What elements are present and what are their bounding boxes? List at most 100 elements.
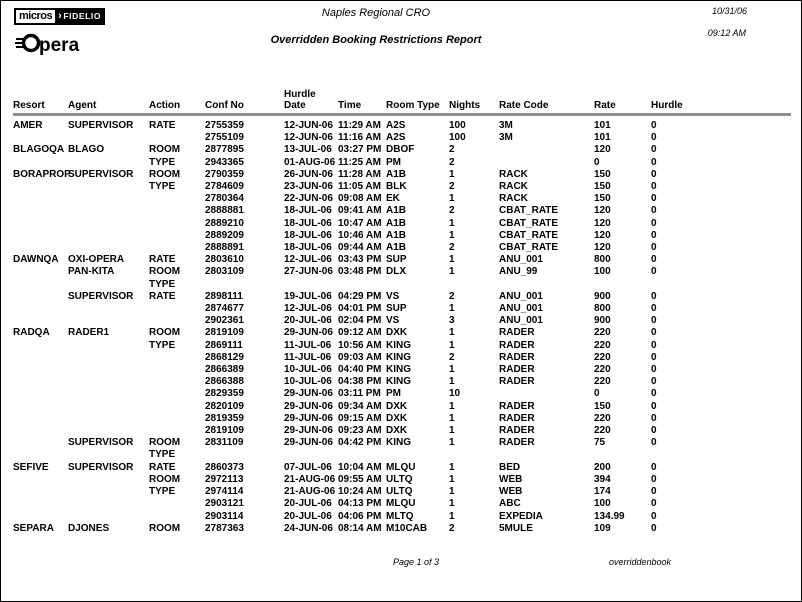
cell-rate-code: RADER bbox=[499, 327, 535, 339]
cell-rate: 0 bbox=[594, 388, 600, 400]
cell-agent bbox=[68, 425, 149, 437]
cell-resort bbox=[13, 340, 68, 352]
cell-time: 09:41 AM bbox=[338, 205, 382, 217]
cell-time: 04:38 PM bbox=[338, 376, 382, 388]
cell-action bbox=[149, 376, 205, 388]
cell-rate-code: RADER bbox=[499, 412, 535, 424]
cell-room-type: VS bbox=[386, 315, 400, 327]
cell-rate-code: RACK bbox=[499, 181, 528, 193]
table-row: SEFIVE SUPERVISOR RATE 2860373 07-JUL-06 10:0… bbox=[13, 462, 791, 474]
cell-rate: 174 bbox=[594, 486, 611, 498]
cell-action: TYPE bbox=[149, 449, 176, 461]
cell-room-type: A1B bbox=[386, 229, 407, 241]
cell-nights: 2 bbox=[449, 351, 455, 363]
cell-hurdle: 0 bbox=[651, 266, 657, 278]
cell-date: 24-JUN-06 bbox=[284, 522, 333, 534]
table-header-row: Resort Agent Action Conf No Hurdle Date T… bbox=[13, 89, 791, 116]
cell-resort bbox=[13, 498, 68, 510]
cell-resort: BORAPROP bbox=[13, 168, 71, 180]
cell-room-type bbox=[386, 279, 449, 291]
cell-nights bbox=[449, 279, 499, 291]
cell-time: 11:29 AM bbox=[338, 120, 381, 131]
cell-nights: 1 bbox=[449, 400, 455, 412]
cell-resort bbox=[13, 474, 68, 486]
cell-conf-no: 2755359 bbox=[205, 120, 244, 131]
cell-rate-code: BED bbox=[499, 461, 521, 473]
cell-rate-code: CBAT_RATE bbox=[499, 242, 559, 254]
cell-nights: 1 bbox=[449, 461, 455, 473]
cell-action bbox=[149, 315, 205, 327]
cell-time: 11:28 AM bbox=[338, 168, 381, 180]
cell-resort bbox=[13, 266, 68, 278]
cell-rate-code: 3M bbox=[499, 120, 513, 131]
table-row: TYPE 2869111 11-JUL-06 10:56 AM KING 1 RADER 22… bbox=[13, 340, 791, 352]
cell-room-type: A1B bbox=[386, 242, 407, 254]
cell-action bbox=[149, 230, 205, 242]
cell-date: 07-JUL-06 bbox=[284, 461, 332, 473]
cell-action: RATE bbox=[149, 290, 176, 302]
cell-room-type: PM bbox=[386, 388, 401, 400]
cell-rate bbox=[594, 279, 651, 291]
cell-time: 09:34 AM bbox=[338, 400, 382, 412]
cell-nights: 1 bbox=[449, 327, 455, 339]
cell-action bbox=[149, 413, 205, 425]
cell-hurdle: 0 bbox=[651, 132, 657, 144]
cell-action bbox=[149, 498, 205, 510]
cell-resort bbox=[13, 401, 68, 413]
cell-agent bbox=[68, 315, 149, 327]
cell-rate-code: EXPEDIA bbox=[499, 510, 543, 522]
cell-rate: 800 bbox=[594, 254, 611, 266]
cell-time: 03:11 PM bbox=[338, 388, 381, 400]
cell-rate-code: RADER bbox=[499, 400, 535, 412]
cell-action: ROOM bbox=[149, 266, 181, 278]
cell-conf-no: 2787363 bbox=[205, 522, 244, 534]
cell-room-type: PM bbox=[386, 156, 401, 168]
cell-date: 12-JUN-06 bbox=[284, 120, 333, 131]
cell-rate: 150 bbox=[594, 181, 611, 193]
cell-time: 09:03 AM bbox=[338, 351, 382, 363]
cell-conf-no: 2831109 bbox=[205, 437, 244, 449]
cell-resort bbox=[13, 279, 68, 291]
cell-date: 20-JUL-06 bbox=[284, 498, 332, 510]
cell-agent bbox=[68, 193, 149, 205]
cell-date: 18-JUL-06 bbox=[284, 217, 332, 229]
cell-time: 10:04 AM bbox=[338, 461, 382, 473]
cell-hurdle: 0 bbox=[651, 522, 657, 534]
cell-nights: 100 bbox=[449, 120, 466, 131]
table-row: SUPERVISOR RATE 2898111 19-JUL-06 04:29 PM VS… bbox=[13, 291, 791, 303]
cell-resort bbox=[13, 132, 68, 144]
opera-logo-text: pera bbox=[39, 34, 80, 56]
cell-nights: 2 bbox=[449, 205, 455, 217]
table-row: 2866389 10-JUL-06 04:40 PM KING 1 RADER 220 0 bbox=[13, 364, 791, 376]
micros-fidelio-arrow-icon: › bbox=[58, 10, 63, 22]
cell-conf-no: 2889210 bbox=[205, 217, 244, 229]
opera-o-icon bbox=[15, 30, 41, 61]
cell-rate: 150 bbox=[594, 168, 611, 180]
cell-agent: OXI-OPERA bbox=[68, 254, 125, 266]
cell-rate: 100 bbox=[594, 266, 611, 278]
cell-resort: BLAGOQA bbox=[13, 144, 65, 156]
cell-nights: 2 bbox=[449, 522, 455, 534]
cell-agent bbox=[68, 401, 149, 413]
cell-nights: 1 bbox=[449, 193, 455, 205]
cell-room-type bbox=[386, 449, 449, 461]
cell-action bbox=[149, 425, 205, 437]
cell-agent bbox=[68, 181, 149, 193]
col-header-conf-no: Conf No bbox=[205, 89, 284, 116]
cell-date: 18-JUL-06 bbox=[284, 229, 332, 241]
cell-rate: 75 bbox=[594, 437, 606, 449]
opera-logo: pera bbox=[15, 30, 79, 61]
cell-rate-code: RACK bbox=[499, 168, 528, 180]
cell-conf-no: 2972113 bbox=[205, 473, 244, 485]
cell-hurdle: 0 bbox=[651, 290, 657, 302]
cell-rate: 0 bbox=[594, 156, 600, 168]
cell-action: RATE bbox=[149, 461, 176, 473]
cell-room-type: DXK bbox=[386, 412, 408, 424]
cell-nights: 1 bbox=[449, 364, 455, 376]
cell-action bbox=[149, 218, 205, 230]
cell-time: 03:48 PM bbox=[338, 266, 382, 278]
cell-hurdle: 0 bbox=[651, 242, 657, 254]
cell-room-type: DXK bbox=[386, 400, 408, 412]
cell-rate-code bbox=[499, 449, 594, 461]
